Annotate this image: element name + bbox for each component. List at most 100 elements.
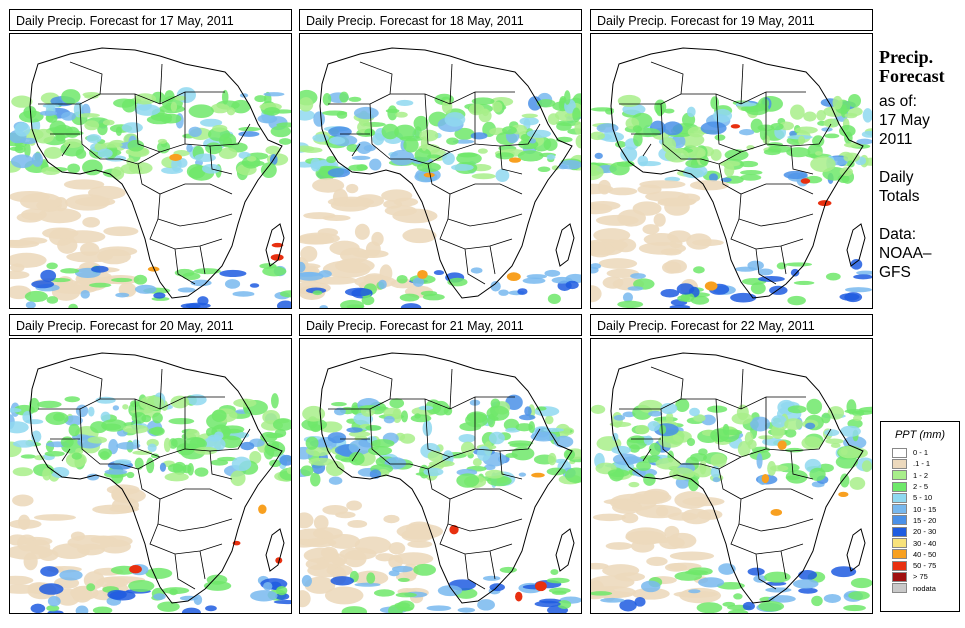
coastline <box>610 352 864 604</box>
precip-cell <box>348 96 362 102</box>
country-border <box>137 163 233 195</box>
precip-cell <box>369 158 382 171</box>
side-heading-1: Precip. <box>879 47 934 67</box>
light-precip-cell <box>653 213 666 227</box>
precip-cell <box>710 149 722 161</box>
precip-cell <box>611 445 632 455</box>
precip-cell <box>698 448 708 456</box>
precip-cell <box>750 282 766 295</box>
precip-cell <box>522 277 546 284</box>
precip-cell <box>495 168 510 182</box>
precip-cell <box>790 104 805 120</box>
precip-cell <box>753 575 768 583</box>
precip-cell <box>769 465 789 472</box>
precip-cell <box>809 467 826 481</box>
precip-cell <box>861 460 872 473</box>
light-precip-cell <box>591 285 602 303</box>
legend-swatch <box>892 492 907 503</box>
light-precip-cell <box>10 584 41 594</box>
country-border <box>738 193 814 227</box>
legend-label: 40 - 50 <box>913 549 937 559</box>
precip-cell <box>14 122 31 137</box>
precip-cell <box>322 93 332 106</box>
precip-cell <box>468 103 485 116</box>
precip-cell <box>712 108 733 123</box>
precip-cell <box>60 268 80 274</box>
light-precip-cell <box>667 230 692 243</box>
precip-cell <box>564 90 571 105</box>
precip-cell <box>331 402 347 407</box>
precip-cell <box>596 123 619 133</box>
light-precip-cell <box>617 209 646 227</box>
madagascar-outline <box>555 528 575 572</box>
precip-cell <box>361 295 375 306</box>
precip-cell <box>205 605 217 612</box>
country-border <box>650 366 684 400</box>
precip-cell <box>472 458 482 467</box>
forecast-panel-1: Daily Precip. Forecast for 17 May, 2011 <box>9 9 292 309</box>
precip-cell <box>339 91 349 103</box>
legend-label: 50 - 75 <box>913 561 937 571</box>
light-precip-cell <box>621 512 639 524</box>
coastline <box>29 352 283 604</box>
precip-cell <box>157 138 168 144</box>
precip-cell <box>490 281 501 292</box>
country-border <box>740 63 744 105</box>
legend-swatch <box>892 583 907 594</box>
legend-item: 0 - 1 <box>892 447 959 458</box>
precip-cell <box>220 435 243 449</box>
country-border <box>199 550 206 580</box>
country-border <box>69 61 103 95</box>
precip-cell <box>499 566 517 573</box>
panel-title: Daily Precip. Forecast for 21 May, 2011 <box>299 314 582 336</box>
precip-cell <box>486 405 510 421</box>
precip-cell <box>36 400 62 409</box>
precip-cell <box>687 106 696 118</box>
precip-cell <box>395 111 408 118</box>
precip-cell <box>400 303 422 308</box>
legend-label: 15 - 20 <box>913 515 937 525</box>
precip-cell <box>612 453 639 466</box>
precip-cell <box>806 398 823 415</box>
legend-label: 10 - 15 <box>913 504 937 514</box>
light-precip-cell <box>109 505 140 513</box>
country-border <box>464 248 486 285</box>
precip-cell <box>477 599 495 611</box>
precip-cell <box>238 131 260 137</box>
precip-cell <box>45 411 69 425</box>
precip-cell <box>279 290 291 298</box>
precip-cell <box>73 101 84 118</box>
precip-cell <box>387 105 398 121</box>
legend-item: 1 - 2 <box>892 470 959 481</box>
country-border <box>149 218 223 250</box>
precip-cell <box>126 471 135 479</box>
legend-label: 1 - 2 <box>913 470 929 480</box>
precip-cell <box>286 466 291 475</box>
precip-cell <box>381 123 399 140</box>
precip-cell <box>783 170 808 180</box>
legend-label: nodata <box>913 583 936 593</box>
precip-cell <box>786 147 811 158</box>
precip-cell <box>47 596 61 607</box>
precip-cell <box>575 134 581 149</box>
heavy-precip-cell <box>531 472 545 478</box>
country-border <box>447 498 523 532</box>
precip-cell <box>547 452 557 466</box>
precip-cell <box>190 279 212 287</box>
precip-cell <box>327 168 351 178</box>
legend-label: 5 - 10 <box>913 493 933 503</box>
precip-cell <box>167 463 184 473</box>
precip-cell <box>399 293 420 302</box>
precip-cell <box>524 406 532 416</box>
precip-cell <box>132 439 140 446</box>
precip-cell <box>838 125 856 137</box>
precip-cell <box>638 160 662 167</box>
precip-cell <box>662 121 683 136</box>
precip-cell <box>785 262 813 267</box>
precip-cell <box>39 583 64 595</box>
precip-cell <box>186 164 206 179</box>
precip-cell <box>63 138 83 149</box>
country-border <box>738 498 814 532</box>
precip-cell <box>10 421 29 434</box>
